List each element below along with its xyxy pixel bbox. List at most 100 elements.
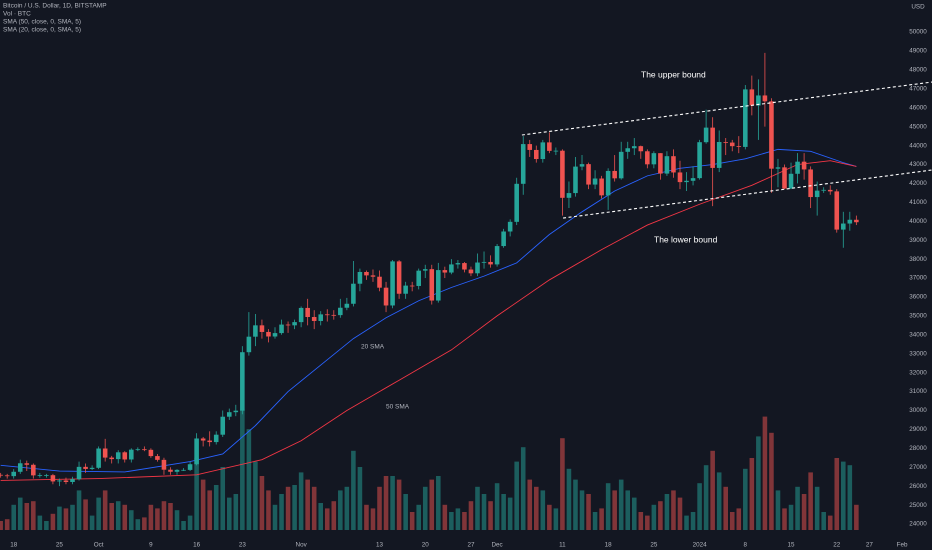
candle-body — [259, 325, 265, 332]
x-tick-label: 16 — [193, 542, 201, 549]
candle-body — [383, 287, 389, 306]
annotation: The lower bound — [654, 234, 718, 244]
candle-body — [194, 438, 199, 465]
volume-bar — [200, 479, 206, 530]
candle-body — [769, 101, 774, 169]
candle-body — [481, 261, 487, 263]
candle-body — [814, 190, 820, 198]
volume-bar — [11, 504, 17, 530]
volume-bar — [743, 468, 748, 530]
volume-layer — [0, 409, 859, 530]
candle-body — [710, 127, 715, 168]
y-tick-label: 47000 — [909, 86, 927, 93]
candle-body — [566, 193, 572, 198]
volume-bar — [396, 479, 402, 530]
volume-bar — [631, 497, 637, 530]
volume-bar — [174, 510, 180, 530]
candle-body — [658, 153, 663, 174]
volume-bar — [357, 467, 363, 530]
volume-bar — [4, 519, 10, 530]
y-tick-label: 38000 — [909, 256, 927, 263]
candle-body — [488, 261, 493, 265]
volume-bar — [96, 497, 101, 530]
candle-body — [181, 469, 186, 471]
candle-body — [854, 219, 859, 223]
y-tick-label: 29000 — [909, 426, 927, 433]
candle-body — [827, 189, 833, 192]
volume-bar — [292, 485, 297, 530]
volume-bar — [279, 494, 284, 530]
volume-bar — [403, 494, 408, 530]
volume-bar — [370, 508, 376, 530]
candle-body — [396, 261, 402, 294]
volume-bar — [318, 503, 324, 530]
volume-bar — [494, 483, 500, 530]
candle-body — [422, 269, 428, 271]
volume-bar — [729, 512, 735, 530]
y-tick-label: 36000 — [909, 294, 927, 301]
volume-bar — [658, 501, 663, 530]
y-tick-label: 32000 — [909, 369, 927, 376]
volume-bar — [259, 476, 265, 530]
volume-bar — [697, 483, 702, 530]
candle-body — [102, 448, 108, 458]
x-tick-label: 25 — [650, 542, 658, 549]
volume-bar — [782, 508, 787, 530]
volume-bar — [37, 515, 43, 530]
volume-bar — [827, 515, 833, 530]
volume-bar — [801, 494, 807, 530]
candle-body — [89, 467, 95, 469]
y-tick-label: 39000 — [909, 237, 927, 244]
x-tick-label: Oct — [94, 542, 104, 549]
y-tick-label: 24000 — [909, 521, 927, 528]
volume-bar — [364, 504, 369, 530]
candle-body — [76, 466, 82, 480]
volume-bar — [756, 436, 761, 530]
volume-bar — [213, 485, 219, 530]
volume-bar — [520, 447, 526, 530]
volume-bar — [422, 486, 428, 530]
candle-body — [618, 151, 624, 179]
candle-body — [331, 314, 337, 316]
y-tick-label: 31000 — [909, 388, 927, 395]
volume-bar — [0, 521, 3, 530]
volume-bar — [240, 409, 245, 530]
y-tick-label: 48000 — [909, 67, 927, 74]
volume-bar — [736, 508, 742, 530]
candle-body — [638, 146, 644, 152]
volume-bar — [599, 508, 604, 530]
volume-bar — [762, 416, 768, 530]
candle-body — [821, 189, 826, 191]
volume-bar — [377, 486, 382, 530]
y-tick-label: 35000 — [909, 313, 927, 320]
candle-body — [553, 150, 559, 152]
x-tick-label: 27 — [866, 542, 874, 549]
candle-body — [0, 474, 3, 476]
chart-title: Bitcoin / U.S. Dollar, 1D, BITSTAMP — [3, 3, 107, 10]
volume-bar — [246, 429, 252, 530]
volume-bar — [89, 515, 95, 530]
indicator-label: Vol · BTC — [3, 11, 31, 18]
trendline — [562, 169, 932, 219]
y-tick-label: 50000 — [909, 29, 927, 36]
y-tick-label: 26000 — [909, 483, 927, 490]
y-tick-label: 40000 — [909, 218, 927, 225]
volume-bar — [488, 501, 493, 530]
x-tick-label: 27 — [467, 542, 475, 549]
volume-bar — [507, 497, 513, 530]
candle-body — [605, 170, 611, 196]
y-tick-label: 34000 — [909, 331, 927, 338]
volume-bar — [547, 504, 552, 530]
candle-body — [723, 141, 729, 143]
sma-label: 20 SMA — [361, 344, 385, 351]
volume-bar — [814, 486, 820, 530]
candle-body — [416, 270, 421, 286]
volume-bar — [409, 512, 415, 530]
candle-body — [775, 167, 781, 169]
candle-body — [253, 325, 258, 337]
volume-bar — [168, 503, 173, 530]
candle-body — [246, 336, 252, 353]
candle-body — [736, 146, 742, 147]
candle-body — [514, 183, 519, 222]
